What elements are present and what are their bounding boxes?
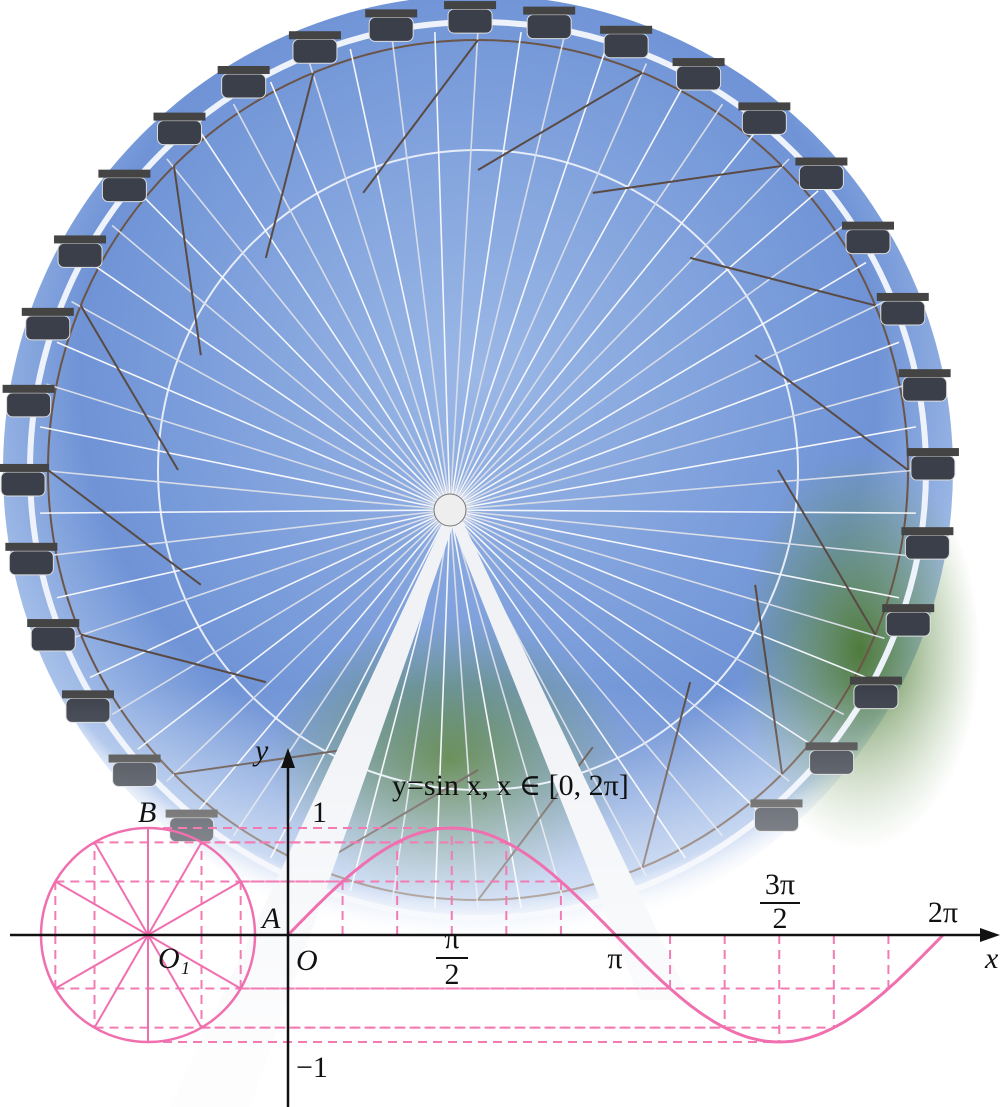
illustration: y x 1 −1 O A B O₁ y=sin x, x ∈ [0, 2π] π…: [0, 0, 1001, 1107]
x-label-num: 3π: [765, 868, 795, 901]
y-axis-label: y: [252, 734, 269, 767]
x-label: 2π: [928, 896, 958, 929]
x-label-den: 2: [773, 902, 788, 935]
origin-label: O: [296, 944, 318, 977]
x-label: π: [607, 942, 622, 975]
x-axis-label: x: [984, 942, 999, 975]
x-label-den: 2: [445, 958, 460, 991]
ferris-wheel-photo: [0, 0, 1001, 1107]
point-a-label: A: [260, 902, 281, 935]
photo-fade: [0, 0, 1001, 1107]
point-b-label: B: [138, 796, 156, 829]
x-label-num: π: [444, 922, 459, 955]
y-label-minus-one: −1: [296, 1051, 328, 1084]
equation: y=sin x, x ∈ [0, 2π]: [392, 769, 629, 802]
y-label-one: 1: [312, 796, 327, 829]
circle-center-label: O₁: [158, 942, 190, 975]
